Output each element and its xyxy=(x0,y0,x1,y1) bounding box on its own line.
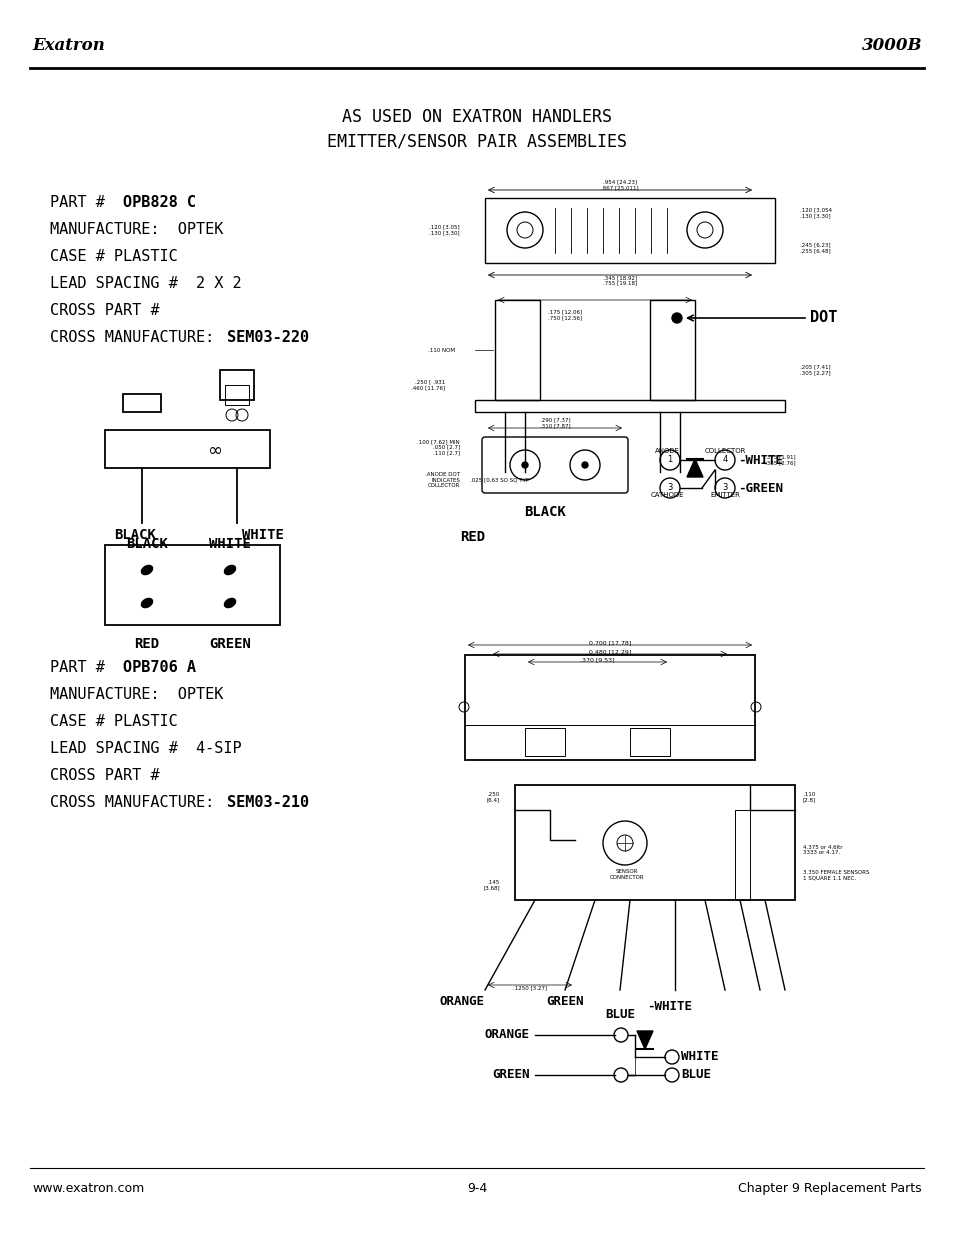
Text: -WHITE: -WHITE xyxy=(647,1000,692,1013)
Text: PART #: PART # xyxy=(50,195,123,210)
Text: Exatron: Exatron xyxy=(32,37,105,54)
Text: 9-4: 9-4 xyxy=(466,1182,487,1195)
Text: WHITE: WHITE xyxy=(209,537,251,551)
Text: .250 [ .931
.460 [11.76]: .250 [ .931 .460 [11.76] xyxy=(411,379,444,390)
Text: .050 [2.7]
.110 [2.7]: .050 [2.7] .110 [2.7] xyxy=(433,445,459,456)
Text: CROSS MANUFACTURE:: CROSS MANUFACTURE: xyxy=(50,795,223,810)
Text: ORANGE: ORANGE xyxy=(439,995,484,1008)
Text: .025 [0.63 SO SQ TYP: .025 [0.63 SO SQ TYP xyxy=(470,477,529,482)
Text: .100 [7.62] MIN: .100 [7.62] MIN xyxy=(416,440,459,445)
Polygon shape xyxy=(686,459,702,477)
Bar xyxy=(225,385,249,405)
Text: .370 [9.53]: .370 [9.53] xyxy=(579,657,614,662)
Bar xyxy=(495,300,539,400)
Text: MANUFACTURE:  OPTEK: MANUFACTURE: OPTEK xyxy=(50,222,223,237)
Bar xyxy=(629,727,669,756)
Ellipse shape xyxy=(224,566,235,574)
Bar xyxy=(734,810,749,900)
Text: PART #: PART # xyxy=(50,659,123,676)
Text: .145
[3.68]: .145 [3.68] xyxy=(483,879,499,890)
Circle shape xyxy=(671,312,681,324)
Text: CROSS PART #: CROSS PART # xyxy=(50,768,159,783)
Text: 3000B: 3000B xyxy=(861,37,921,54)
Bar xyxy=(524,727,564,756)
Ellipse shape xyxy=(141,599,152,608)
Text: .110
[2.8]: .110 [2.8] xyxy=(802,792,815,803)
Text: CASE # PLASTIC: CASE # PLASTIC xyxy=(50,714,177,729)
Ellipse shape xyxy=(224,599,235,608)
Text: SEM03-210: SEM03-210 xyxy=(227,795,309,810)
Text: GREEN: GREEN xyxy=(209,637,251,651)
Text: .120 [3.05]
.130 [3.30]: .120 [3.05] .130 [3.30] xyxy=(429,225,459,236)
Text: WHITE: WHITE xyxy=(242,529,284,542)
Text: .205 [7.41]
.305 [2.27]: .205 [7.41] .305 [2.27] xyxy=(800,364,830,375)
Polygon shape xyxy=(637,1031,652,1049)
Bar xyxy=(105,430,270,468)
Bar xyxy=(123,394,161,412)
Bar xyxy=(105,545,280,625)
Text: LEAD SPACING #  4-SIP: LEAD SPACING # 4-SIP xyxy=(50,741,241,756)
Text: BLACK: BLACK xyxy=(113,529,155,542)
Text: ∞: ∞ xyxy=(208,442,222,459)
Text: BLACK: BLACK xyxy=(523,505,565,519)
Text: 3.350 FEMALE SENSORS
1 SQUARE 1.1 NEC.: 3.350 FEMALE SENSORS 1 SQUARE 1.1 NEC. xyxy=(802,869,868,881)
Text: GREEN: GREEN xyxy=(492,1068,530,1082)
Text: CROSS PART #: CROSS PART # xyxy=(50,303,159,317)
Text: -GREEN: -GREEN xyxy=(738,482,782,494)
Text: BLUE: BLUE xyxy=(604,1008,635,1021)
Text: ORANGE: ORANGE xyxy=(484,1029,530,1041)
Text: .175 [12.06]
.750 [12.56]: .175 [12.06] .750 [12.56] xyxy=(547,310,581,320)
Text: .110 NOM: .110 NOM xyxy=(428,347,455,352)
Text: BLUE: BLUE xyxy=(680,1068,710,1082)
Text: 3: 3 xyxy=(666,483,672,493)
Text: LEAD SPACING #  2 X 2: LEAD SPACING # 2 X 2 xyxy=(50,275,241,291)
Text: 0.480 [12.29]: 0.480 [12.29] xyxy=(588,650,631,655)
Text: .375 [1.91]
.385 [2.76]: .375 [1.91] .385 [2.76] xyxy=(764,454,795,466)
Text: 3: 3 xyxy=(721,483,727,493)
Text: SENSOR
CONNECTOR: SENSOR CONNECTOR xyxy=(609,869,643,879)
Circle shape xyxy=(521,462,527,468)
Bar xyxy=(649,300,695,400)
Text: 4: 4 xyxy=(721,456,727,464)
Text: BLACK: BLACK xyxy=(126,537,168,551)
Text: -WHITE: -WHITE xyxy=(738,453,782,467)
Text: COLLECTOR: COLLECTOR xyxy=(703,448,745,454)
Text: AS USED ON EXATRON HANDLERS: AS USED ON EXATRON HANDLERS xyxy=(341,107,612,126)
Text: www.exatron.com: www.exatron.com xyxy=(32,1182,144,1195)
Text: CASE # PLASTIC: CASE # PLASTIC xyxy=(50,249,177,264)
Text: .120 [3.054
.130 [3.30]: .120 [3.054 .130 [3.30] xyxy=(800,207,831,219)
Text: .954 [24.23]
.867 [25.011]: .954 [24.23] .867 [25.011] xyxy=(600,179,639,190)
Text: DOT: DOT xyxy=(809,310,837,326)
Text: .250
[6.4]: .250 [6.4] xyxy=(486,792,499,803)
Text: CROSS MANUFACTURE:: CROSS MANUFACTURE: xyxy=(50,330,223,345)
Text: .1250 [3.27]: .1250 [3.27] xyxy=(513,986,546,990)
Text: .245 [6.23]
.255 [6.48]: .245 [6.23] .255 [6.48] xyxy=(800,242,830,253)
Bar xyxy=(475,400,784,412)
Text: WHITE: WHITE xyxy=(680,1051,718,1063)
Text: CATHODE: CATHODE xyxy=(650,492,683,498)
Ellipse shape xyxy=(141,566,152,574)
Text: 1: 1 xyxy=(667,456,672,464)
Text: RED: RED xyxy=(459,530,484,543)
Text: 0.700 [17.78]: 0.700 [17.78] xyxy=(588,640,631,645)
Text: 4.375 or 4.6ltr
3333 or 4.17.: 4.375 or 4.6ltr 3333 or 4.17. xyxy=(802,845,841,856)
Text: OPB706 A: OPB706 A xyxy=(123,659,195,676)
Bar xyxy=(464,655,754,760)
Text: EMITTER: EMITTER xyxy=(709,492,740,498)
Text: MANUFACTURE:  OPTEK: MANUFACTURE: OPTEK xyxy=(50,687,223,701)
Text: .290 [7.37]
.310 [7.87]: .290 [7.37] .310 [7.87] xyxy=(539,417,570,429)
Text: SEM03-220: SEM03-220 xyxy=(227,330,309,345)
Text: EMITTER/SENSOR PAIR ASSEMBLIES: EMITTER/SENSOR PAIR ASSEMBLIES xyxy=(327,133,626,151)
Text: .345 [18.92]
.755 [19.18]: .345 [18.92] .755 [19.18] xyxy=(602,275,637,285)
Bar xyxy=(220,370,253,400)
Bar xyxy=(484,198,774,263)
Text: GREEN: GREEN xyxy=(546,995,583,1008)
Circle shape xyxy=(581,462,587,468)
Text: Chapter 9 Replacement Parts: Chapter 9 Replacement Parts xyxy=(738,1182,921,1195)
Text: RED: RED xyxy=(134,637,159,651)
Text: OPB828 C: OPB828 C xyxy=(123,195,195,210)
Text: .ANODE DOT
INDICATES
COLLECTOR: .ANODE DOT INDICATES COLLECTOR xyxy=(424,472,459,488)
Text: ANODE: ANODE xyxy=(654,448,679,454)
